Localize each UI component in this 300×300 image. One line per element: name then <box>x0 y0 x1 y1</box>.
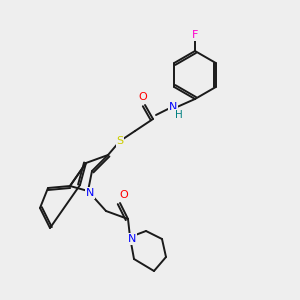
Text: N: N <box>86 188 94 198</box>
Text: N: N <box>128 234 136 244</box>
Text: F: F <box>192 30 198 40</box>
Text: H: H <box>175 110 183 120</box>
Text: O: O <box>120 190 128 200</box>
Text: S: S <box>116 136 124 146</box>
Text: O: O <box>139 92 147 102</box>
Text: N: N <box>169 102 177 112</box>
